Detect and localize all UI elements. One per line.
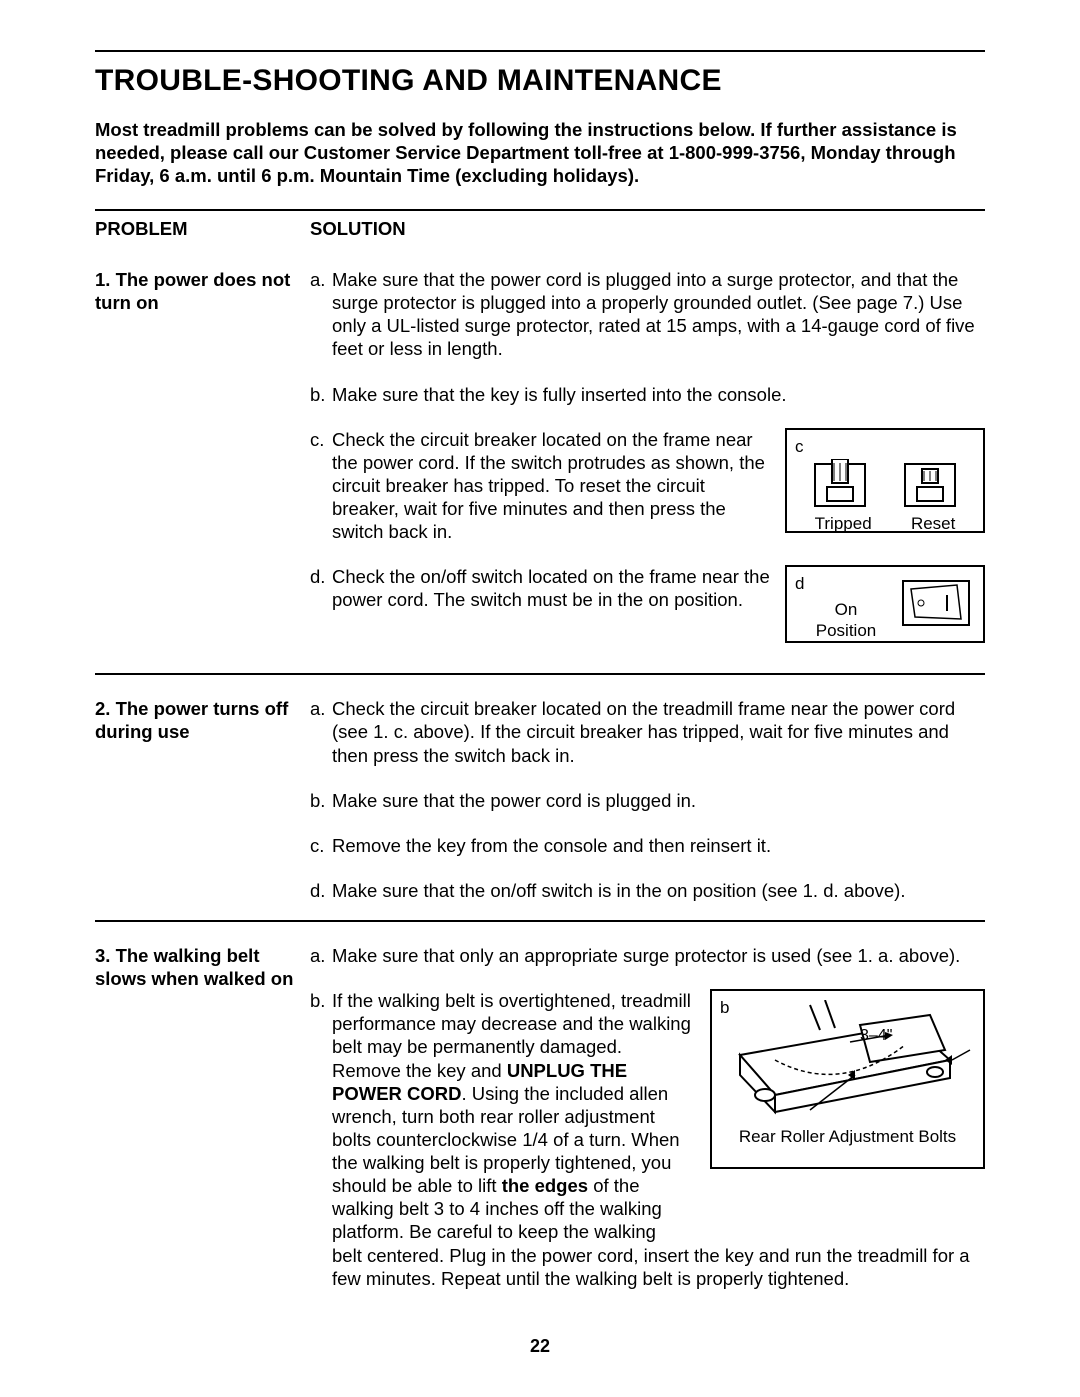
sol-2c: c. Remove the key from the console and t… xyxy=(310,834,985,857)
problem-1-solutions: a. Make sure that the power cord is plug… xyxy=(310,268,985,673)
treadmill-rear-icon: 3–4" xyxy=(720,1000,975,1120)
sol-letter: c. xyxy=(310,834,332,857)
page-number: 22 xyxy=(95,1335,985,1358)
sol-2d: d. Make sure that the on/off switch is i… xyxy=(310,879,985,902)
sol-letter: d. xyxy=(310,565,332,643)
solution-header: SOLUTION xyxy=(310,217,985,240)
sol-text: Make sure that the key is fully inserted… xyxy=(332,383,985,406)
problem-2-row: 2. The power turns off during use a. Che… xyxy=(95,697,985,920)
sol-1a: a. Make sure that the power cord is plug… xyxy=(310,268,985,361)
problem-3-row: 3. The walking belt slows when walked on… xyxy=(95,944,985,1290)
header-rule xyxy=(95,209,985,211)
top-rule xyxy=(95,50,985,52)
sol-1b: b. Make sure that the key is fully inser… xyxy=(310,383,985,406)
figure-c: c xyxy=(785,428,985,533)
on-label: On xyxy=(795,599,897,620)
sol-text: Check the circuit breaker located on the… xyxy=(332,428,770,544)
bold-span: the edges xyxy=(502,1175,588,1196)
reset-label: Reset xyxy=(911,513,955,534)
figure-b: b xyxy=(710,989,985,1169)
sol-1c: c. Check the circuit breaker located on … xyxy=(310,428,985,544)
problem-3-solutions: a. Make sure that only an appropriate su… xyxy=(310,944,985,1290)
sol-text: Make sure that the power cord is plugged… xyxy=(332,268,985,361)
column-headers: PROBLEM SOLUTION xyxy=(95,217,985,240)
sol-text: Check the on/off switch located on the f… xyxy=(332,565,770,611)
section-rule-2 xyxy=(95,920,985,922)
section-rule-1 xyxy=(95,673,985,675)
sol-text: Remove the key from the console and then… xyxy=(332,834,985,857)
figure-d: d On Position xyxy=(785,565,985,643)
figure-c-tag: c xyxy=(795,436,975,457)
problem-3-label: 3. The walking belt slows when walked on xyxy=(95,944,310,990)
problem-2-label: 2. The power turns off during use xyxy=(95,697,310,743)
sol-3b-text: If the walking belt is overtightened, tr… xyxy=(332,989,695,1243)
sol-1d: d. Check the on/off switch located on th… xyxy=(310,565,985,643)
figure-d-tag: d xyxy=(795,573,897,594)
problem-1-label: 1. The power does not turn on xyxy=(95,268,310,314)
breaker-reset-icon xyxy=(900,459,960,511)
problem-1-row: 1. The power does not turn on a. Make su… xyxy=(95,268,985,673)
intro-paragraph: Most treadmill problems can be solved by… xyxy=(95,118,985,187)
tripped-label: Tripped xyxy=(815,513,872,534)
breaker-tripped-icon xyxy=(810,459,870,511)
sol-2a: a. Check the circuit breaker located on … xyxy=(310,697,985,766)
sol-letter: b. xyxy=(310,383,332,406)
sol-3b: b. If the walking belt is overtightened,… xyxy=(310,989,985,1290)
sol-3a: a. Make sure that only an appropriate su… xyxy=(310,944,985,967)
sol-letter: c. xyxy=(310,428,332,544)
position-label: Position xyxy=(795,620,897,641)
sol-text: Check the circuit breaker located on the… xyxy=(332,697,985,766)
sol-letter: a. xyxy=(310,697,332,766)
sol-letter: b. xyxy=(310,789,332,812)
sol-letter: a. xyxy=(310,944,332,967)
sol-2b: b. Make sure that the power cord is plug… xyxy=(310,789,985,812)
sol-3b-tail: belt centered. Plug in the power cord, i… xyxy=(332,1244,985,1290)
on-off-switch-icon xyxy=(897,573,975,633)
range-text: 3–4" xyxy=(860,1027,892,1044)
sol-letter: d. xyxy=(310,879,332,902)
page-title: TROUBLE-SHOOTING AND MAINTENANCE xyxy=(95,62,985,100)
sol-letter: a. xyxy=(310,268,332,361)
problem-header: PROBLEM xyxy=(95,217,310,240)
sol-letter: b. xyxy=(310,989,332,1290)
rear-roller-caption: Rear Roller Adjustment Bolts xyxy=(720,1126,975,1147)
sol-text: Make sure that the power cord is plugged… xyxy=(332,789,985,812)
sol-text: Make sure that the on/off switch is in t… xyxy=(332,879,985,902)
problem-2-solutions: a. Check the circuit breaker located on … xyxy=(310,697,985,920)
sol-text: Make sure that only an appropriate surge… xyxy=(332,944,985,967)
